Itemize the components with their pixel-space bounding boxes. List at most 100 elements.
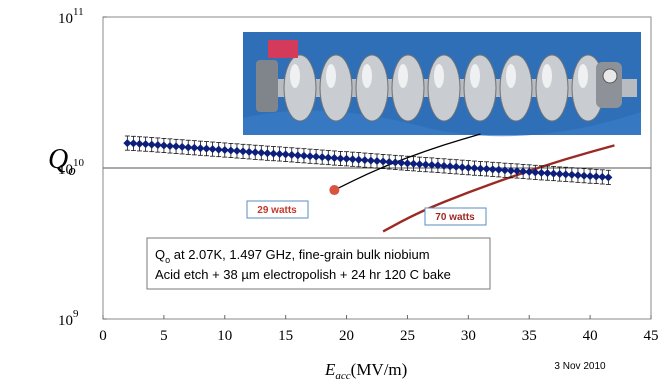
- y-tick-label: 1011: [58, 6, 84, 27]
- photo-port: [602, 68, 618, 84]
- x-tick-label: 5: [160, 328, 168, 344]
- series-measurement: [123, 135, 613, 185]
- data-point: [159, 141, 168, 150]
- data-point: [379, 157, 388, 166]
- photo-cavity-cell: [391, 54, 425, 122]
- data-point: [360, 156, 369, 165]
- photo-cavity-cell: [355, 54, 389, 122]
- data-point: [165, 141, 174, 150]
- data-point: [239, 147, 248, 156]
- data-point: [220, 146, 229, 155]
- x-tick-label: 10: [217, 328, 232, 344]
- data-point: [500, 166, 509, 175]
- data-point: [324, 153, 333, 162]
- photo-cell-highlight: [542, 64, 552, 88]
- data-point: [525, 167, 534, 176]
- y-tick-label: 1010: [58, 157, 85, 178]
- photo-cavity-cell: [319, 54, 353, 122]
- data-point: [190, 143, 199, 152]
- data-point: [452, 162, 461, 171]
- data-point: [251, 148, 260, 157]
- data-point: [153, 141, 162, 150]
- data-point: [403, 159, 412, 168]
- data-point: [549, 169, 558, 178]
- data-point: [312, 152, 321, 161]
- photo-cell-highlight: [470, 64, 480, 88]
- photo-cavity-cells: [283, 54, 605, 122]
- data-point: [306, 152, 315, 161]
- data-point: [293, 151, 302, 160]
- data-point: [476, 164, 485, 173]
- data-point: [275, 149, 284, 158]
- data-point: [129, 139, 138, 148]
- data-point: [604, 173, 613, 182]
- data-point: [299, 151, 308, 160]
- data-point: [567, 170, 576, 179]
- date-note: 3 Nov 2010: [554, 361, 606, 372]
- data-point: [519, 167, 528, 176]
- y-axis: 109 1010 1011: [58, 6, 107, 329]
- photo-cell-highlight: [290, 64, 300, 88]
- photo-cavity-cell: [535, 54, 569, 122]
- data-point: [172, 142, 181, 151]
- data-point: [318, 153, 327, 162]
- data-point: [470, 164, 479, 173]
- data-point: [196, 144, 205, 153]
- data-point: [415, 160, 424, 169]
- data-point: [446, 162, 455, 171]
- power-curve-70-watts: [382, 144, 615, 233]
- data-point: [409, 159, 418, 168]
- x-tick-label: 40: [583, 328, 598, 344]
- data-point: [433, 161, 442, 170]
- photo-cell-highlight: [506, 64, 516, 88]
- data-point: [573, 171, 582, 180]
- data-point: [537, 168, 546, 177]
- data-point: [330, 154, 339, 163]
- x-tick-label: 30: [461, 328, 476, 344]
- data-point: [506, 166, 515, 175]
- photo-cell-highlight: [326, 64, 336, 88]
- x-axis: 0 5 10 15 20 25 30 35 40 45: [99, 315, 659, 344]
- data-point: [488, 165, 497, 174]
- label-70-watts: 70 watts: [424, 207, 487, 226]
- photo-cell-highlight: [362, 64, 372, 88]
- data-point: [482, 164, 491, 173]
- data-point: [232, 146, 241, 155]
- data-point: [439, 161, 448, 170]
- data-point: [598, 172, 607, 181]
- data-point: [397, 158, 406, 167]
- data-point: [592, 172, 601, 181]
- data-point: [513, 167, 522, 176]
- photo-cell-highlight: [578, 64, 588, 88]
- annotation-box: Qo at 2.07K, 1.497 GHz, fine-grain bulk …: [146, 237, 491, 290]
- data-point: [226, 146, 235, 155]
- data-point: [391, 158, 400, 167]
- highlight-point: [329, 185, 340, 196]
- data-point: [184, 143, 193, 152]
- label-70-watts-text: 70 watts: [435, 212, 475, 223]
- photo-red-block: [268, 40, 298, 58]
- data-point: [494, 165, 503, 174]
- photo-cell-highlight: [398, 64, 408, 88]
- y-axis-title: Qo: [48, 144, 76, 179]
- x-tick-label: 45: [644, 328, 659, 344]
- data-point: [287, 150, 296, 159]
- data-point: [561, 170, 570, 179]
- data-point: [342, 154, 351, 163]
- data-point: [464, 163, 473, 172]
- photo-cavity-cell: [499, 54, 533, 122]
- annotation-line-2: Acid etch + 38 µm electropolish + 24 hr …: [155, 267, 451, 282]
- data-point: [178, 142, 187, 151]
- data-point: [580, 171, 589, 180]
- data-point: [354, 155, 363, 164]
- data-point: [458, 163, 467, 172]
- photo-cavity-cell: [427, 54, 461, 122]
- data-point: [208, 145, 217, 154]
- photo-cell-highlight: [434, 64, 444, 88]
- photo-end-flange-left: [256, 60, 278, 112]
- data-point: [336, 154, 345, 163]
- annotation-line-1: Qo at 2.07K, 1.497 GHz, fine-grain bulk …: [155, 247, 430, 265]
- data-point: [531, 168, 540, 177]
- data-point: [586, 172, 595, 181]
